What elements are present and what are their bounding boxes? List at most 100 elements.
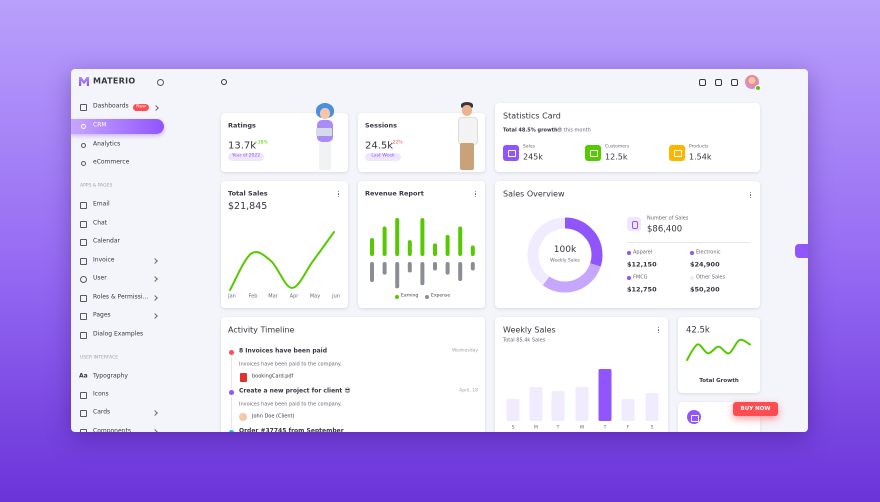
line: [686, 338, 751, 361]
kebab-dot[interactable]: [475, 193, 477, 195]
menu-item[interactable]: Typography: [93, 372, 128, 380]
kebab-dot[interactable]: [475, 191, 477, 193]
line: [229, 231, 335, 291]
menu-icon: [80, 104, 87, 111]
bar: [395, 218, 400, 256]
chip-text: Year of 2022: [231, 153, 261, 159]
brand-name: MATERIO: [93, 76, 136, 86]
number-value: $86,400: [647, 224, 683, 235]
menu-icon: [80, 221, 87, 228]
kebab-dot[interactable]: [338, 191, 340, 193]
kebab-dot[interactable]: [338, 195, 340, 197]
search-icon[interactable]: [221, 79, 227, 85]
card-title: Sales Overview: [503, 189, 565, 199]
divider: [627, 242, 750, 243]
total-sales-card: [221, 181, 348, 308]
menu-item[interactable]: Components: [93, 427, 131, 432]
menu-item[interactable]: Analytics: [93, 140, 121, 148]
item-value: $24,900: [690, 260, 720, 269]
kebab-dot[interactable]: [658, 329, 660, 331]
pants: [460, 143, 474, 170]
kebab-dot[interactable]: [750, 194, 752, 196]
menu-icon: [80, 392, 87, 399]
menu-item[interactable]: Icons: [93, 390, 109, 398]
pdf-icon: [240, 373, 247, 382]
legend-dot: [627, 276, 631, 280]
menu-item[interactable]: Calendar: [93, 237, 120, 245]
legend-label: Expense: [431, 293, 451, 299]
kebab-dot[interactable]: [750, 192, 752, 194]
menu-item[interactable]: CRM: [93, 121, 107, 129]
menu-item[interactable]: Roles & Permissi...: [93, 293, 149, 301]
active-pill[interactable]: [71, 119, 164, 134]
stat-label: Customers: [605, 144, 630, 150]
item-label: Apparel: [633, 249, 653, 256]
header-icon[interactable]: [731, 79, 738, 86]
chip: [365, 153, 401, 161]
bar: [407, 240, 412, 256]
collapse-toggle[interactable]: [157, 79, 164, 86]
app-content: MATERIO Dashboards New CRM Analytics eCommerc…: [71, 69, 808, 432]
bar: [470, 245, 475, 256]
menu-item[interactable]: Invoice: [93, 256, 115, 264]
menu-item[interactable]: Chat: [93, 219, 108, 227]
bar: [433, 262, 437, 271]
legend-dot: [425, 295, 429, 299]
bar: [506, 399, 520, 421]
legend-dot: [690, 251, 694, 255]
bar: [445, 234, 450, 256]
x-tick-label: Apr: [289, 293, 299, 300]
x-tick-label: Jun: [332, 293, 340, 300]
x-tick-label: M: [534, 425, 538, 431]
item-value: $12,750: [627, 285, 657, 294]
app-window: MATERIO Dashboards New CRM Analytics eCommerc…: [71, 69, 808, 432]
bar: [433, 243, 437, 256]
item-value: $50,200: [690, 285, 720, 294]
activity-desc: Invoices have been paid to the company.: [239, 361, 342, 368]
stat-glyph: [590, 150, 598, 157]
stat-label: Sales: [523, 144, 535, 150]
buy-now-button[interactable]: BUY NOW: [733, 402, 778, 416]
timeline-dot: [229, 389, 234, 395]
item-label: Other Sales: [696, 274, 726, 281]
bar: [621, 399, 635, 421]
menu-item[interactable]: Pages: [93, 311, 111, 319]
bar: [551, 391, 565, 421]
change: +38%: [254, 140, 268, 146]
kebab-dot[interactable]: [750, 196, 752, 198]
x-tick-label: May: [309, 293, 321, 300]
x-tick-label: W: [579, 425, 585, 431]
bar: [407, 262, 412, 273]
menu-item[interactable]: User: [93, 274, 107, 282]
x-tick-label: T: [603, 425, 607, 431]
promo-glyph: [691, 415, 699, 422]
kebab-dot[interactable]: [338, 193, 340, 195]
person-avatar: [239, 413, 247, 421]
section-header: APPS & PAGES: [80, 183, 113, 189]
menu-item[interactable]: Cards: [93, 408, 111, 416]
menu-item[interactable]: eCommerce: [93, 158, 130, 166]
kebab-dot[interactable]: [658, 327, 660, 329]
bar: [445, 262, 450, 275]
stat-icon: [503, 145, 519, 161]
menu-item[interactable]: Dashboards: [93, 102, 129, 110]
settings-button[interactable]: [795, 244, 808, 258]
activity-card: [221, 317, 485, 432]
card-label: Total Growth: [699, 377, 739, 384]
card-title: Activity Timeline: [228, 325, 295, 335]
kebab-dot[interactable]: [475, 195, 477, 197]
kebab-dot[interactable]: [658, 331, 660, 333]
activity-title: 8 Invoices have been paid: [239, 347, 328, 355]
growth: Total 48.5% growth: [503, 127, 558, 134]
legend-dot: [690, 276, 694, 280]
chip-text: Last Week: [371, 153, 395, 159]
chart-layer: [229, 217, 751, 421]
statistics-card: [495, 103, 760, 172]
item-label: FMCG: [633, 274, 648, 281]
menu-item[interactable]: Email: [93, 200, 110, 208]
header-icon[interactable]: [715, 79, 722, 86]
activity-time: April, 18: [459, 388, 478, 394]
menu-item[interactable]: Dialog Examples: [93, 330, 144, 338]
header-icon[interactable]: [699, 79, 706, 86]
submenu-dot: [81, 143, 86, 148]
